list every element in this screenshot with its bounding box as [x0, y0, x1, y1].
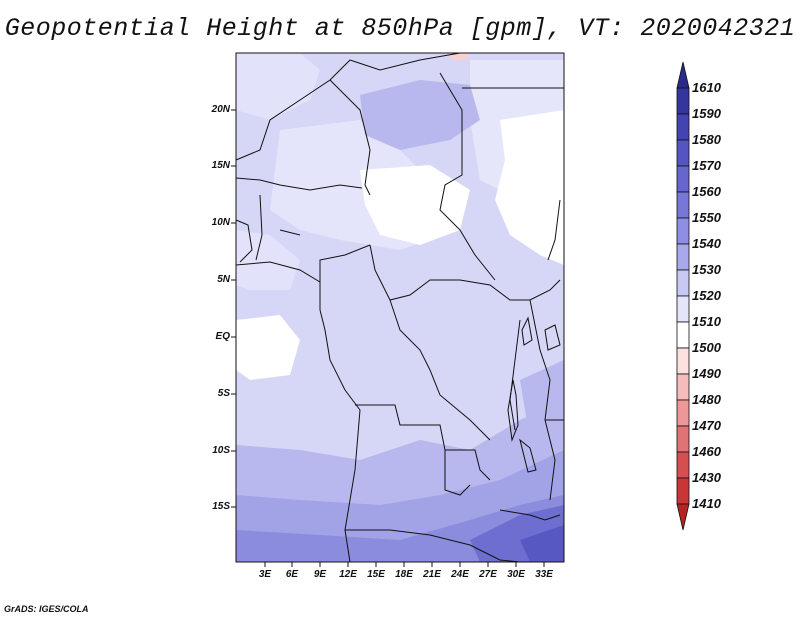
colorbar-segment — [676, 87, 690, 115]
colorbar — [676, 61, 690, 531]
height-field — [236, 53, 564, 562]
lat-label-5n: 5N — [217, 274, 230, 285]
lon-label-9e: 9E — [313, 569, 327, 580]
colorbar-label: 1560 — [692, 184, 721, 199]
colorbar-label: 1550 — [692, 210, 721, 225]
lon-label-12e: 12E — [339, 569, 357, 580]
colorbar-segment — [676, 165, 690, 193]
lon-label-30e: 30E — [507, 569, 525, 580]
credit-text: GrADS: IGES/COLA — [4, 604, 89, 614]
lon-label-24e: 24E — [451, 569, 469, 580]
lon-label-33e: 33E — [535, 569, 553, 580]
colorbar-label: 1480 — [692, 392, 721, 407]
colorbar-segment — [676, 191, 690, 219]
lon-label-27e: 27E — [479, 569, 497, 580]
colorbar-segment — [676, 217, 690, 245]
colorbar-segment — [676, 113, 690, 141]
colorbar-segment — [676, 269, 690, 297]
lat-label-15n: 15N — [211, 160, 230, 171]
colorbar-label: 1510 — [692, 314, 721, 329]
map-frame — [235, 52, 565, 563]
colorbar-segment — [676, 451, 690, 479]
colorbar-label: 1470 — [692, 418, 721, 433]
lat-label-10s: 10S — [212, 445, 230, 456]
colorbar-label: 1490 — [692, 366, 721, 381]
lon-label-3e: 3E — [258, 569, 272, 580]
colorbar-top-arrow — [676, 61, 690, 89]
colorbar-segment — [676, 295, 690, 323]
colorbar-label: 1460 — [692, 444, 721, 459]
colorbar-label: 1410 — [692, 496, 721, 511]
country-borders — [235, 52, 564, 563]
colorbar-segment — [676, 321, 690, 349]
lon-label-6e: 6E — [285, 569, 299, 580]
colorbar-label: 1580 — [692, 132, 721, 147]
colorbar-label: 1610 — [692, 80, 721, 95]
colorbar-segment — [676, 139, 690, 167]
colorbar-label: 1590 — [692, 106, 721, 121]
lat-label-20n: 20N — [211, 104, 230, 115]
lat-label-5s: 5S — [217, 388, 230, 399]
axis-ticks — [231, 109, 545, 567]
colorbar-label: 1540 — [692, 236, 721, 251]
colorbar-segment — [676, 373, 690, 401]
lon-label-15e: 15E — [367, 569, 385, 580]
map-title: Geopotential Height at 850hPa [gpm], VT:… — [4, 14, 796, 43]
colorbar-bottom-arrow — [676, 503, 690, 531]
lon-label-18e: 18E — [395, 569, 413, 580]
colorbar-segment — [676, 425, 690, 453]
colorbar-label: 1570 — [692, 158, 721, 173]
colorbar-segment — [676, 347, 690, 375]
lakes — [507, 316, 561, 473]
lat-label-eq: EQ — [215, 331, 230, 342]
colorbar-label: 1430 — [692, 470, 721, 485]
colorbar-label: 1530 — [692, 262, 721, 277]
lat-label-15s: 15S — [212, 501, 230, 512]
colorbar-label: 1520 — [692, 288, 721, 303]
colorbar-label: 1500 — [692, 340, 721, 355]
colorbar-segment — [676, 477, 690, 505]
colorbar-segment — [676, 399, 690, 427]
lon-label-21e: 21E — [423, 569, 441, 580]
lat-label-10n: 10N — [211, 217, 230, 228]
colorbar-segment — [676, 243, 690, 271]
